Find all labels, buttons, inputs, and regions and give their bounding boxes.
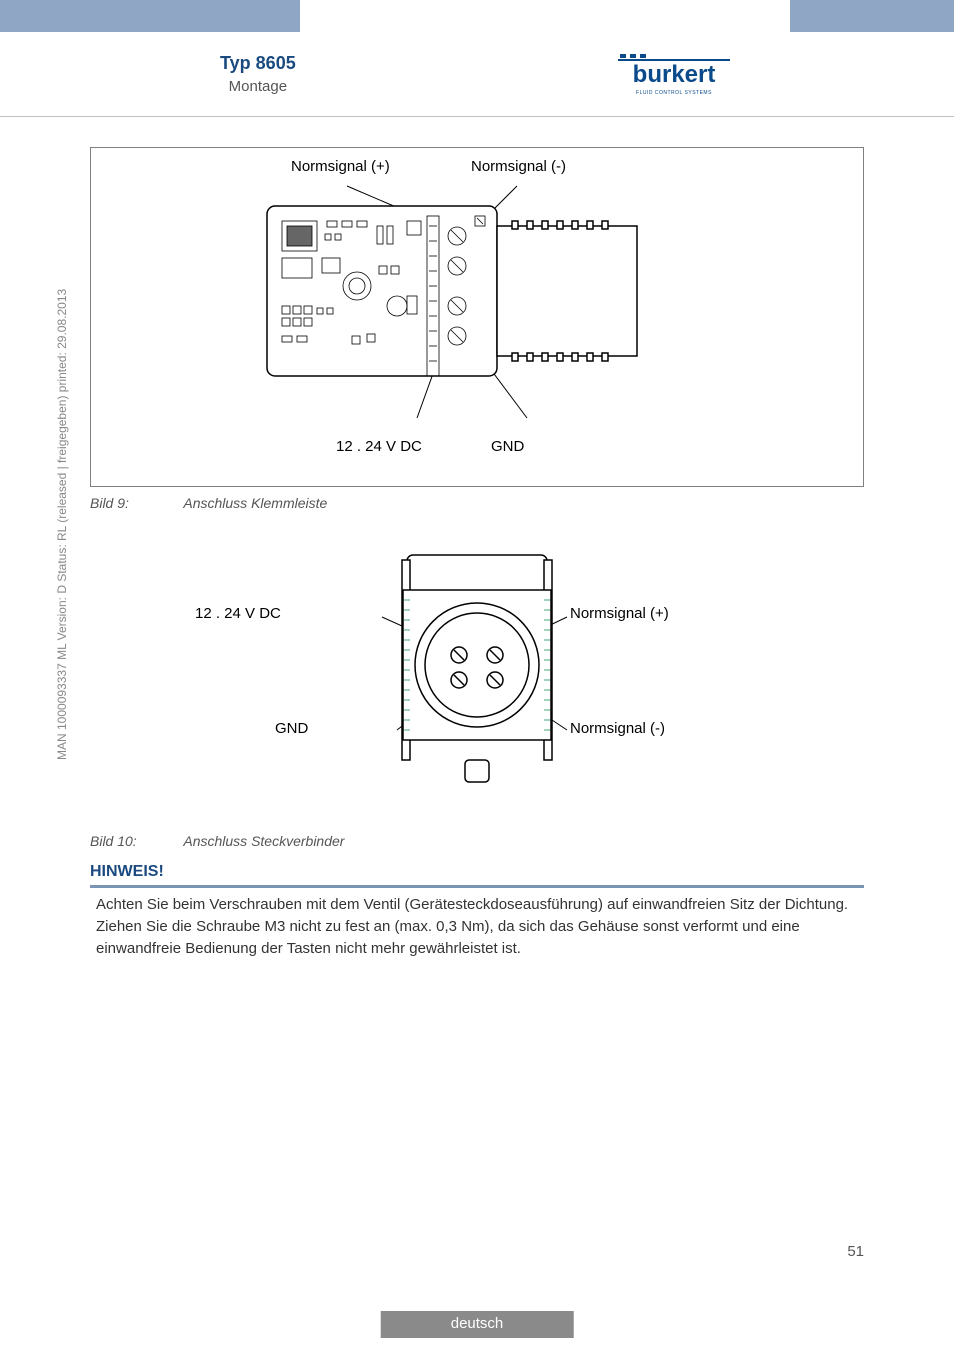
notice-body: Achten Sie beim Verschrauben mit dem Ven…: [90, 888, 864, 959]
burkert-logo: burkert FLUID CONTROL SYSTEMS: [614, 50, 734, 98]
fig1-label-norm-minus: Normsignal (-): [471, 158, 566, 175]
fig1-label-norm-plus: Normsignal (+): [291, 158, 390, 175]
top-color-bar: [0, 0, 954, 32]
svg-text:FLUID CONTROL SYSTEMS: FLUID CONTROL SYSTEMS: [636, 90, 712, 96]
footer-language: deutsch: [381, 1311, 574, 1338]
page-header: Typ 8605 Montage burkert FLUID CONTROL S…: [0, 32, 954, 117]
svg-text:burkert: burkert: [633, 61, 716, 88]
terminal-strip-diagram: [257, 166, 697, 436]
sub-label: Montage: [220, 78, 296, 95]
fig2-caption-text: Anschluss Steckverbinder: [183, 833, 344, 849]
fig2-label-voltage: 12 . 24 V DC: [195, 605, 281, 622]
figure-1-caption: Bild 9: Anschluss Klemmleiste: [90, 495, 864, 511]
fig1-label-voltage: 12 . 24 V DC: [336, 438, 422, 455]
figure-2-caption: Bild 10: Anschluss Steckverbinder: [90, 833, 864, 849]
side-metadata-text: MAN 1000093337 ML Version: D Status: RL …: [55, 289, 69, 760]
page-content: Normsignal (+) Normsignal (-) 12 . 24 V …: [0, 117, 954, 959]
page-number: 51: [847, 1243, 864, 1260]
fig2-label-norm-plus: Normsignal (+): [570, 605, 669, 622]
figure-2-box: 12 . 24 V DC GND Normsignal (+) Normsign…: [90, 525, 864, 825]
fig1-caption-num: Bild 9:: [90, 495, 180, 511]
plug-connector-diagram: [237, 525, 717, 805]
fig1-caption-text: Anschluss Klemmleiste: [183, 495, 327, 511]
type-label: Typ 8605: [220, 53, 296, 74]
fig1-label-gnd: GND: [491, 438, 524, 455]
fig2-caption-num: Bild 10:: [90, 833, 180, 849]
figure-1-box: Normsignal (+) Normsignal (-) 12 . 24 V …: [90, 147, 864, 487]
fig2-label-gnd: GND: [275, 720, 308, 737]
notice-title: HINWEIS!: [90, 863, 864, 888]
fig2-label-norm-minus: Normsignal (-): [570, 720, 665, 737]
header-title-block: Typ 8605 Montage: [220, 53, 296, 95]
